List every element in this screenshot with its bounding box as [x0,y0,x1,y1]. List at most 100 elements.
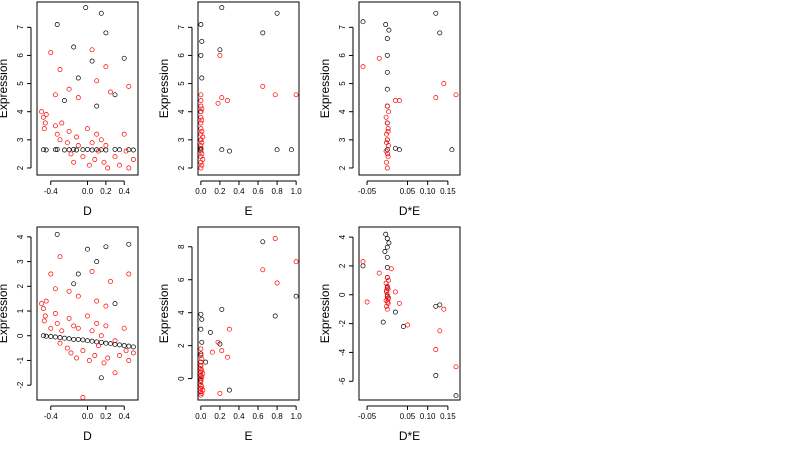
data-point [433,10,439,16]
data-point [85,146,90,152]
data-point [260,267,266,273]
data-point [126,83,132,89]
data-point [198,143,204,148]
data-point [215,100,221,106]
data-point [396,147,402,153]
y-tick-label: -2 [338,319,347,327]
y-tick-label: 3 [338,137,347,142]
data-point [217,390,223,396]
y-tick-label: 6 [177,277,186,282]
data-point [199,374,205,380]
data-point [226,326,232,332]
data-point [80,147,86,153]
data-point [75,325,81,331]
data-point [384,254,390,260]
data-point [437,328,443,334]
data-point [200,387,206,393]
x-axis-title: E [244,204,252,218]
series-red [360,259,459,370]
data-point [126,147,132,153]
x-tick-label: 0.2 [214,187,226,196]
y-axis-title: Expression [318,284,332,343]
data-point [219,306,225,312]
y-tick-label: 2 [338,165,347,170]
x-tick-label: 0.4 [119,187,131,196]
x-tick-label: 0.6 [252,187,264,196]
data-point [112,301,118,307]
data-point [274,10,280,16]
x-tick-label: 0.6 [252,412,264,421]
x-axis-title: D [83,429,92,443]
data-point [108,278,113,284]
x-tick-label: 0.0 [82,187,94,196]
x-tick-label: -0.05 [358,187,377,196]
panel-2: 0.0 0.2 0.4 0.6 0.8 1.0 2 3 4 5 6 7 E Expression [157,1,302,218]
x-axis-title: D*E [399,429,420,443]
data-point [383,114,389,120]
data-point [103,64,109,70]
data-point [198,98,204,103]
data-point [71,336,77,342]
data-point [123,148,129,154]
data-point [112,338,118,344]
data-point [52,334,58,340]
x-tick-label: 0.2 [100,412,112,421]
x-tick-label: 0.4 [233,187,245,196]
data-point [96,148,101,154]
x-tick-label: 0.05 [400,187,416,196]
data-point [384,86,390,92]
data-point [226,148,232,154]
y-tick-label: 6 [16,53,25,58]
data-point [54,22,60,27]
y-tick-label: 5 [16,81,25,86]
data-point [433,303,439,309]
data-point [198,165,204,171]
data-point [52,311,58,316]
data-point [121,131,127,137]
x-tick-label: 0.2 [100,187,112,196]
y-tick-label: -1 [16,356,25,364]
data-point [200,134,206,140]
data-point [200,157,206,162]
data-point [42,120,48,126]
plot-frame [197,226,300,401]
data-point [364,299,370,305]
data-point [384,52,390,58]
data-point [98,10,104,16]
data-point [62,335,67,341]
series-black [198,239,299,393]
data-point [376,270,382,276]
data-point [219,5,225,11]
data-point [121,55,127,61]
data-point [384,303,389,309]
y-tick-label: 2 [177,165,186,170]
data-point [386,27,392,33]
x-tick-label: 0.2 [214,412,226,421]
data-point [123,348,129,354]
data-point [85,338,90,344]
data-point [360,263,366,269]
data-point [98,333,104,339]
data-point [130,157,136,162]
x-tick-label: -0.4 [44,412,58,421]
data-point [94,298,100,304]
panel-3: -0.05 0.05 0.10 0.15 2 3 4 5 6 7 D*E Expression [318,1,461,218]
x-tick-label: 0.0 [195,187,207,196]
data-point [198,326,204,332]
data-point [40,306,46,312]
data-point [75,95,81,101]
data-point [57,137,63,143]
data-point [117,147,123,153]
y-tick-label: 0 [16,333,25,338]
data-point [85,313,90,319]
x-tick-label: -0.05 [358,412,377,421]
y-tick-label: -6 [338,377,347,385]
data-point [66,315,72,321]
data-point [48,325,54,331]
y-axis-title: Expression [318,59,332,118]
data-point [89,328,95,334]
series-red [360,55,459,171]
data-point [384,131,389,137]
y-tick-label: 7 [338,25,347,30]
series-black [360,231,459,399]
